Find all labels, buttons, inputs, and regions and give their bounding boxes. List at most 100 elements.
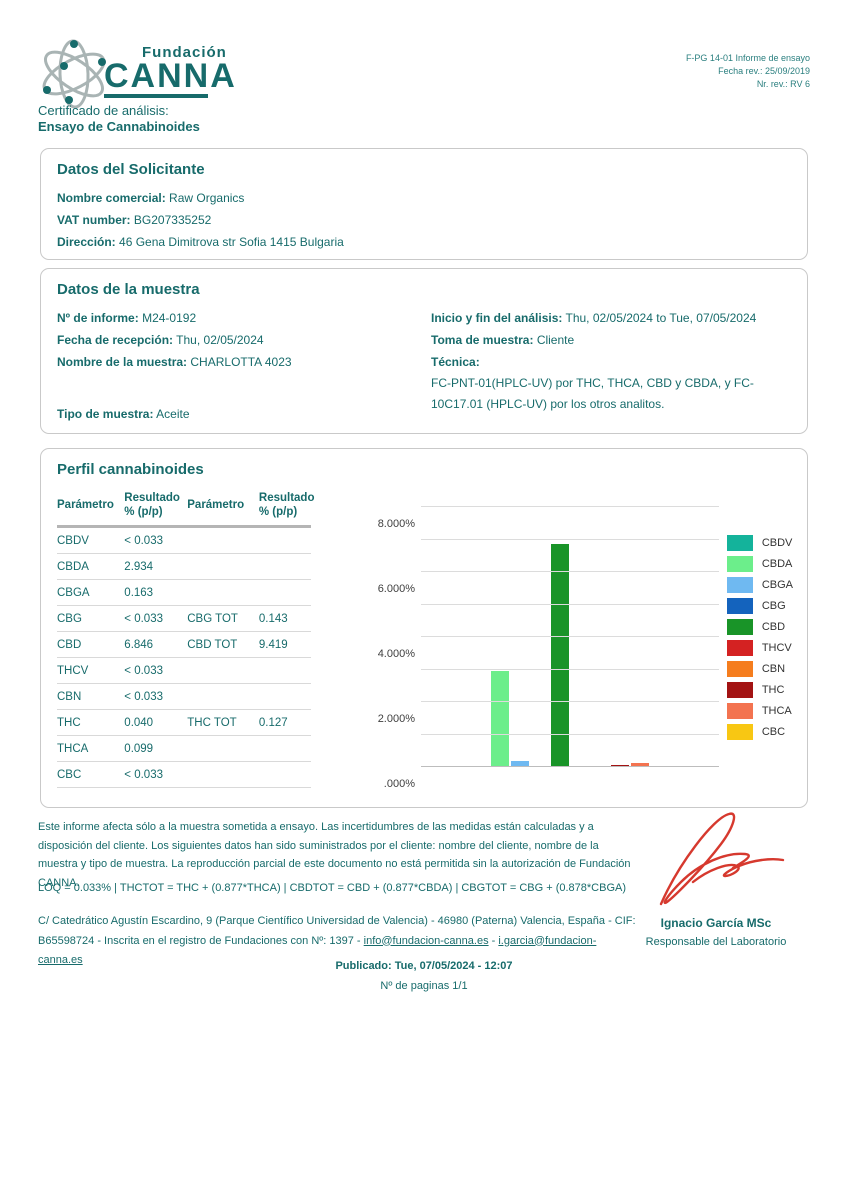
address-block: C/ Catedrático Agustín Escardino, 9 (Par… (38, 912, 638, 971)
field-value: Cliente (536, 333, 575, 347)
legend-item-cbn: CBN (726, 661, 793, 677)
legend-label: CBGA (761, 579, 793, 591)
table-row: CBD 6.846 CBD TOT 9.419 (57, 631, 311, 658)
table-cell (187, 657, 259, 684)
email-link-igarcia[interactable]: i.garcia@fundacion-canna.es (38, 934, 597, 967)
field-row: Dirección: 46 Gena Dimitrova str Sofia 1… (57, 231, 344, 253)
table-cell: THC TOT (187, 709, 259, 736)
signature-icon (659, 812, 785, 906)
field-label: Toma de muestra: (431, 333, 534, 347)
table-cell: 0.127 (258, 709, 311, 736)
chart-ytick-label: 4.000% (377, 648, 415, 660)
legend-label: CBDA (761, 558, 793, 570)
chart-gridline (421, 506, 719, 507)
chart-bar-cbda (491, 671, 509, 766)
legend-label: CBD (761, 621, 786, 633)
chart-gridline (421, 571, 719, 572)
bar-chart: CBDV CBDA CBGA CBG CBD THCV CBN THC THCA CBC 8.00… (333, 495, 793, 795)
legend-label: CBDV (761, 537, 793, 549)
table-cell: < 0.033 (124, 657, 188, 684)
email-link-info[interactable]: info@fundacion-canna.es (363, 934, 489, 947)
atom-icon (42, 39, 106, 109)
legend-item-cbg: CBG (726, 598, 793, 614)
field-label: Inicio y fin del análisis: (431, 311, 563, 325)
table-cell (258, 579, 311, 606)
field-value: Thu, 02/05/2024 (176, 333, 264, 347)
cannabinoid-table-body: CBDV < 0.033 CBDA 2.934 CBGA 0.163 CBG < 0.033 C… (57, 526, 311, 788)
table-cell (187, 579, 259, 606)
published-line: Publicado: Tue, 07/05/2024 - 12:07 (335, 960, 513, 972)
field-label: Nº de informe: (57, 311, 139, 325)
table-cell (258, 735, 311, 762)
legend-swatch (726, 619, 753, 635)
legend-label: THCA (761, 705, 792, 717)
chart-ytick-label: .000% (383, 778, 415, 790)
chart-gridline (421, 668, 719, 670)
signer-role: Responsable del Laboratorio (645, 936, 787, 948)
table-cell: CBDV (57, 526, 125, 554)
address-separator: - (488, 934, 499, 947)
field-row: Técnica: (431, 351, 791, 373)
solicitante-title: Datos del Solicitante (57, 161, 205, 178)
table-cell: < 0.033 (124, 605, 188, 632)
chart-gridline (421, 701, 719, 702)
table-row: THCA 0.099 (57, 735, 311, 762)
chart-bars (471, 544, 669, 766)
legend-item-cbda: CBDA (726, 556, 793, 572)
table-row: CBN < 0.033 (57, 683, 311, 710)
table-cell: 9.419 (258, 631, 311, 658)
table-cell: THCA (57, 735, 125, 762)
table-cell: 6.846 (124, 631, 188, 658)
table-row: THCV < 0.033 (57, 657, 311, 684)
legend-swatch (726, 598, 753, 614)
field-row: Nombre comercial: Raw Organics (57, 187, 344, 209)
muestra-box: Datos de la muestra Nº de informe: M24-0… (40, 268, 808, 434)
page-count-line: Nº de paginas 1/1 (380, 980, 468, 992)
signature-area (628, 810, 808, 917)
legend-swatch (726, 577, 753, 593)
legend-swatch (726, 661, 753, 677)
legend-item-cbdv: CBDV (726, 535, 793, 551)
table-cell (258, 553, 311, 580)
table-cell: 0.143 (258, 605, 311, 632)
disclaimer-text: Este informe afecta sólo a la muestra so… (38, 821, 631, 889)
chart-ytick-label: 6.000% (377, 583, 415, 595)
table-cell: CBGA (57, 579, 125, 606)
table-cell (187, 526, 259, 554)
solicitante-fields: Nombre comercial: Raw Organics VAT numbe… (57, 187, 344, 253)
table-cell: < 0.033 (124, 761, 188, 788)
doc-meta-line: F-PG 14-01 Informe de ensayo (685, 53, 810, 63)
table-cell (187, 735, 259, 762)
loq-formula-text: LOQ = 0.033% | THCTOT = THC + (0.877*THC… (38, 882, 627, 894)
chart-bar-thc (611, 765, 629, 766)
table-cell (258, 683, 311, 710)
table-cell: CBDA (57, 553, 125, 580)
signer-name: Ignacio García MSc (660, 916, 772, 930)
table-cell (258, 657, 311, 684)
table-cell: 0.040 (124, 709, 188, 736)
chart-gridline (421, 538, 719, 540)
doc-meta-line: Nr. rev.: RV 6 (756, 79, 810, 89)
legend-item-thca: THCA (726, 703, 793, 719)
table-cell: CBG TOT (187, 605, 259, 632)
field-row: Nº de informe: M24-0192 (57, 307, 292, 329)
legend-item-cbc: CBC (726, 724, 793, 740)
muestra-right-fields: Inicio y fin del análisis: Thu, 02/05/20… (431, 307, 791, 415)
address-text: C/ Catedrático Agustín Escardino, 9 (Par… (38, 915, 636, 947)
subtitle-line1: Certificado de análisis: (38, 103, 169, 118)
canna-logo: Fundación CANNA (34, 36, 237, 114)
chart-plot (421, 506, 719, 767)
tipo-label: Tipo de muestra: (57, 407, 154, 421)
doc-meta-line: Fecha rev.: 25/09/2019 (718, 66, 810, 76)
field-value: M24-0192 (142, 311, 197, 325)
table-cell: < 0.033 (124, 683, 188, 710)
field-row: VAT number: BG207335252 (57, 209, 344, 231)
table-row: THC 0.040 THC TOT 0.127 (57, 709, 311, 736)
tipo-muestra-row: Tipo de muestra: Aceite (57, 407, 190, 421)
legend-item-cbga: CBGA (726, 577, 793, 593)
legend-label: CBC (761, 726, 786, 738)
chart-gridline (421, 636, 719, 637)
table-cell: 2.934 (124, 553, 188, 580)
cannabinoid-table-head: Parámetro Resultado% (p/p) Parámetro Result… (57, 489, 314, 527)
legend-label: CBG (761, 600, 786, 612)
